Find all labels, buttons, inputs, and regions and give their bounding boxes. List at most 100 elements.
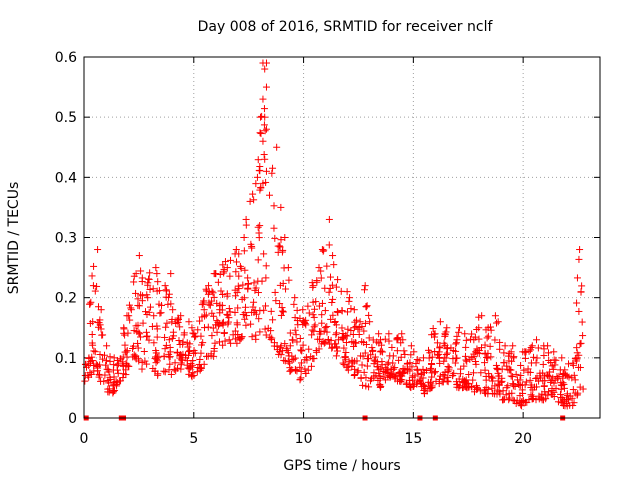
data-point bbox=[277, 311, 285, 319]
data-point bbox=[285, 276, 293, 284]
data-point bbox=[470, 353, 478, 361]
data-point bbox=[548, 362, 556, 370]
data-point bbox=[526, 368, 534, 376]
data-point bbox=[191, 333, 199, 341]
data-point bbox=[145, 275, 153, 283]
data-point bbox=[370, 373, 378, 381]
data-point bbox=[296, 334, 304, 342]
data-point bbox=[134, 339, 142, 347]
data-point bbox=[250, 298, 258, 306]
data-point bbox=[332, 331, 340, 339]
x-tick-label: 10 bbox=[295, 431, 313, 447]
data-point bbox=[297, 359, 305, 367]
data-point bbox=[208, 332, 216, 340]
data-point bbox=[577, 339, 585, 347]
data-point bbox=[187, 360, 195, 368]
data-point bbox=[233, 258, 241, 266]
data-point bbox=[162, 323, 170, 331]
data-point bbox=[254, 156, 262, 164]
data-point bbox=[224, 318, 232, 326]
data-point bbox=[333, 347, 341, 355]
data-point bbox=[296, 363, 304, 371]
data-point bbox=[299, 341, 307, 349]
data-point bbox=[106, 357, 114, 365]
data-point bbox=[483, 353, 491, 361]
data-point bbox=[511, 383, 519, 391]
data-point bbox=[164, 300, 172, 308]
data-point bbox=[527, 343, 535, 351]
data-point bbox=[354, 367, 362, 375]
data-point bbox=[198, 301, 206, 309]
data-point bbox=[342, 339, 350, 347]
data-point bbox=[243, 312, 251, 320]
data-point bbox=[257, 130, 265, 138]
data-point bbox=[432, 377, 440, 385]
data-point bbox=[138, 278, 146, 286]
data-point bbox=[284, 349, 292, 357]
data-point bbox=[365, 334, 373, 342]
data-point bbox=[271, 288, 279, 296]
data-point bbox=[462, 336, 470, 344]
data-point bbox=[428, 384, 436, 392]
data-point bbox=[196, 317, 204, 325]
data-point bbox=[136, 333, 144, 341]
data-point bbox=[134, 295, 142, 303]
data-point bbox=[340, 361, 348, 369]
data-point bbox=[381, 335, 389, 343]
data-point bbox=[362, 303, 370, 311]
data-point bbox=[242, 215, 250, 223]
y-tick-label: 0 bbox=[68, 411, 77, 427]
data-point bbox=[441, 368, 449, 376]
data-point bbox=[241, 266, 249, 274]
data-point bbox=[120, 324, 128, 332]
data-point bbox=[250, 196, 258, 204]
data-point bbox=[232, 246, 240, 254]
data-point bbox=[410, 382, 418, 390]
data-point bbox=[368, 344, 376, 352]
data-point bbox=[291, 354, 299, 362]
data-point bbox=[269, 316, 277, 324]
data-point bbox=[455, 328, 463, 336]
data-point bbox=[383, 360, 391, 368]
data-point bbox=[570, 371, 578, 379]
data-point bbox=[143, 332, 151, 340]
data-point bbox=[332, 329, 340, 337]
data-point bbox=[460, 362, 468, 370]
data-point bbox=[177, 312, 185, 320]
data-point bbox=[548, 390, 556, 398]
data-point bbox=[476, 387, 484, 395]
data-point bbox=[198, 313, 206, 321]
data-point bbox=[99, 355, 107, 363]
data-point bbox=[231, 327, 239, 335]
data-point bbox=[345, 297, 353, 305]
data-point bbox=[352, 339, 360, 347]
data-point bbox=[86, 300, 94, 308]
data-point bbox=[425, 354, 433, 362]
data-point bbox=[431, 330, 439, 338]
data-point bbox=[481, 389, 489, 397]
data-point bbox=[324, 335, 332, 343]
data-point bbox=[573, 299, 581, 307]
data-point bbox=[349, 330, 357, 338]
data-point bbox=[261, 65, 269, 73]
data-point bbox=[491, 336, 499, 344]
data-point bbox=[268, 169, 276, 177]
data-point bbox=[507, 372, 515, 380]
data-point bbox=[282, 285, 290, 293]
data-point bbox=[539, 360, 547, 368]
data-point bbox=[410, 348, 418, 356]
data-point bbox=[88, 353, 96, 361]
data-point bbox=[542, 395, 550, 403]
data-point bbox=[109, 387, 117, 395]
data-points bbox=[81, 59, 587, 421]
data-point bbox=[225, 305, 233, 313]
data-point bbox=[521, 348, 529, 356]
data-point bbox=[103, 357, 111, 365]
data-point bbox=[518, 402, 526, 410]
data-point bbox=[179, 350, 187, 358]
data-point bbox=[544, 349, 552, 357]
data-point bbox=[259, 95, 267, 103]
data-point bbox=[152, 349, 160, 357]
chart-title: Day 008 of 2016, SRMTID for receiver ncl… bbox=[198, 19, 494, 35]
data-point bbox=[488, 384, 496, 392]
